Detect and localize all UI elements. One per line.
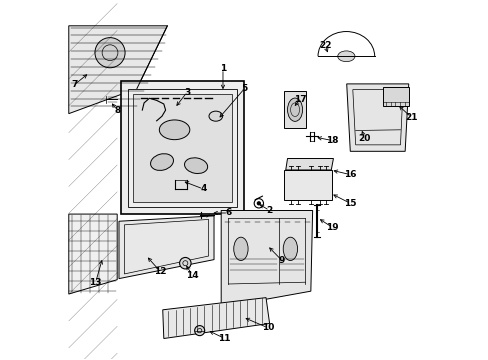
Polygon shape: [285, 158, 333, 170]
Text: 17: 17: [293, 95, 306, 104]
Polygon shape: [69, 214, 117, 294]
Polygon shape: [119, 216, 214, 279]
Text: 20: 20: [358, 134, 370, 143]
Text: 13: 13: [89, 278, 102, 287]
FancyBboxPatch shape: [121, 81, 244, 214]
Text: 18: 18: [325, 136, 338, 145]
Text: 9: 9: [278, 256, 285, 265]
Ellipse shape: [184, 158, 207, 174]
Ellipse shape: [150, 154, 173, 170]
Ellipse shape: [337, 51, 354, 62]
Text: 6: 6: [225, 208, 231, 217]
Text: 1: 1: [220, 64, 225, 73]
Circle shape: [95, 38, 125, 68]
Circle shape: [256, 201, 261, 206]
Text: 2: 2: [266, 206, 272, 215]
Polygon shape: [346, 84, 408, 151]
Text: 12: 12: [154, 267, 166, 276]
Text: 3: 3: [183, 87, 190, 96]
Text: 16: 16: [344, 170, 356, 179]
Ellipse shape: [233, 237, 247, 261]
Polygon shape: [163, 298, 269, 338]
Polygon shape: [284, 91, 305, 128]
Text: 10: 10: [261, 323, 273, 332]
Text: 22: 22: [318, 41, 331, 50]
Polygon shape: [221, 211, 312, 307]
Text: 14: 14: [186, 270, 199, 279]
Text: 21: 21: [404, 113, 417, 122]
Text: 19: 19: [325, 223, 338, 232]
Ellipse shape: [283, 237, 297, 261]
Text: 5: 5: [241, 84, 247, 93]
Ellipse shape: [208, 111, 222, 121]
Ellipse shape: [287, 98, 302, 121]
Polygon shape: [69, 26, 167, 114]
Ellipse shape: [159, 120, 189, 140]
Polygon shape: [133, 94, 231, 202]
Polygon shape: [383, 87, 408, 107]
Text: 8: 8: [114, 105, 120, 114]
Text: 4: 4: [200, 184, 206, 193]
Text: 11: 11: [218, 334, 230, 343]
Polygon shape: [284, 170, 332, 200]
Text: 7: 7: [71, 81, 77, 90]
Circle shape: [194, 325, 204, 336]
Text: 15: 15: [344, 199, 356, 208]
Circle shape: [179, 257, 191, 269]
